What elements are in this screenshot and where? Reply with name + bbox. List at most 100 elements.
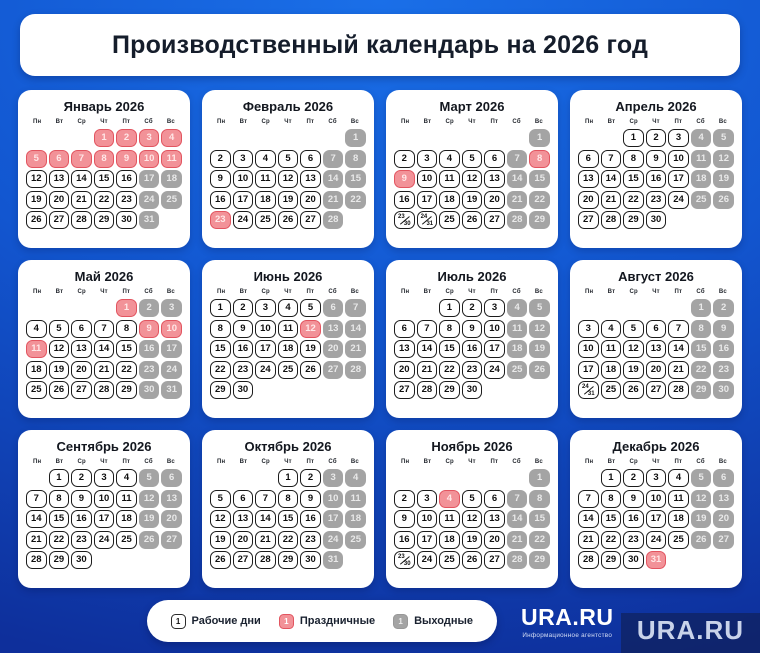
split-day-second: 31 [426, 220, 434, 227]
day-cell: 21 [416, 360, 438, 379]
day-cell: 6 [48, 149, 70, 168]
empty-cell [26, 299, 47, 317]
day-cell: 12 [529, 319, 550, 338]
day-cell: 1 [690, 299, 712, 317]
day-cell: 18 [116, 510, 137, 528]
day-cell: 25 [26, 381, 47, 399]
day-cell: 19 [690, 510, 712, 528]
day-cell: 7 [71, 149, 92, 168]
day-cell: 25 [668, 530, 689, 549]
day-cell: 15 [48, 510, 70, 528]
day-cell: 27 [232, 551, 254, 569]
weekday-label: Сб [696, 459, 705, 465]
empty-cell [601, 129, 622, 147]
empty-cell [233, 129, 254, 147]
day-cell: 16 [394, 190, 415, 209]
split-day-first: 24 [420, 213, 428, 220]
day-cell: 28 [600, 211, 622, 229]
legend-label-workdays: Рабочие дни [191, 615, 261, 627]
day-cell: 6 [394, 319, 415, 338]
day-cell: 1 [93, 129, 115, 147]
weekday-label: Чт [100, 289, 108, 295]
day-cell: 27 [71, 381, 92, 399]
day-cell: 9 [645, 149, 667, 168]
empty-cell [71, 299, 92, 317]
day-cell: 29 [690, 381, 712, 399]
weekday-label: Вс [166, 119, 175, 125]
weekday-label: Ср [77, 289, 86, 295]
weekday-label: Ср [77, 459, 86, 465]
day-cell: 14 [93, 340, 115, 358]
day-cell: 28 [71, 211, 92, 229]
empty-cell [394, 299, 415, 317]
day-cell: 2 [300, 469, 321, 487]
day-cell: 18 [161, 170, 182, 188]
empty-cell [462, 469, 483, 487]
brand-tagline: Информационное агентство [522, 631, 613, 639]
day-cell: 23 [623, 530, 644, 549]
weekday-label: Ср [261, 459, 270, 465]
day-cell: 20 [484, 530, 505, 549]
day-cell: 12 [300, 319, 321, 338]
day-cell: 25 [506, 360, 528, 379]
day-cell: 2 [116, 129, 137, 147]
day-cell: 24 [161, 360, 182, 379]
day-cell: 22 [600, 530, 622, 549]
legend-label-weekends: Выходные [414, 615, 473, 627]
day-cell: 9 [713, 319, 734, 338]
legend-label-holidays: Праздничные [299, 615, 376, 627]
day-cell: 3 [645, 469, 667, 487]
weekday-label: Сб [512, 119, 521, 125]
day-cell: 27 [322, 360, 344, 379]
day-cell: 9 [232, 319, 254, 338]
weekday-label: Вт [607, 459, 616, 465]
day-cell: 27 [394, 381, 415, 399]
day-cell: 18 [345, 510, 366, 528]
weekday-label: Сб [144, 289, 153, 295]
day-cell: 11 [439, 510, 460, 528]
day-cell: 3 [138, 129, 160, 147]
day-cell: 7 [322, 149, 344, 168]
weekday-row: Пн Вт Ср Чт Пт Сб Вс [578, 289, 734, 295]
day-cell: 20 [645, 360, 667, 379]
empty-cell [646, 299, 667, 317]
weekday-label: Ср [629, 119, 638, 125]
empty-cell [713, 551, 734, 569]
day-cell: 18 [26, 360, 47, 379]
empty-cell [417, 299, 438, 317]
day-cell: 13 [484, 170, 505, 188]
day-cell: 15 [116, 340, 137, 358]
day-cell: 21 [578, 530, 599, 549]
day-cell: 26 [623, 381, 644, 399]
weekday-label: Сб [144, 459, 153, 465]
watermark-text: URA.RU [636, 615, 744, 645]
day-cell: 5 [713, 129, 734, 147]
weekday-label: Чт [284, 459, 292, 465]
days-grid: 1 2 3 4 5 6 7 8 9 10 11 12 13 14 15 16 17 18 19 20 21 22 23 24 2… [210, 129, 366, 229]
weekday-label: Вт [55, 289, 64, 295]
day-cell: 13 [322, 319, 344, 338]
day-cell: 26 [48, 381, 70, 399]
day-cell: 14 [322, 170, 344, 188]
empty-cell [49, 299, 70, 317]
day-cell: 2 [461, 299, 483, 317]
day-cell: 12 [48, 340, 70, 358]
day-cell: 20 [713, 510, 734, 528]
day-cell: 6 [71, 319, 92, 338]
day-cell: 8 [210, 319, 231, 338]
day-cell: 18 [506, 340, 528, 358]
weekday-label: Вс [166, 289, 175, 295]
weekday-label: Пн [400, 119, 410, 125]
weekday-label: Пн [400, 459, 410, 465]
empty-cell [439, 129, 460, 147]
month-card: Март 2026 Пн Вт Ср Чт Пт Сб Вс 1 2 3 4 5 6 7 8 9 10 11 12… [386, 90, 558, 248]
day-cell: 18 [255, 190, 276, 209]
day-cell: 10 [645, 489, 667, 508]
day-cell: 9 [71, 489, 92, 508]
days-grid: 1 2 3 4 5 6 7 8 9 10 11 12 13 14 15 16 17 18 19 20 21 22 23 24 2… [210, 299, 366, 399]
day-cell: 21 [93, 360, 115, 379]
split-day-second: 30 [403, 560, 411, 567]
day-cell: 1 [600, 469, 622, 487]
day-cell: 24 [93, 530, 115, 549]
day-cell: 8 [345, 149, 366, 168]
